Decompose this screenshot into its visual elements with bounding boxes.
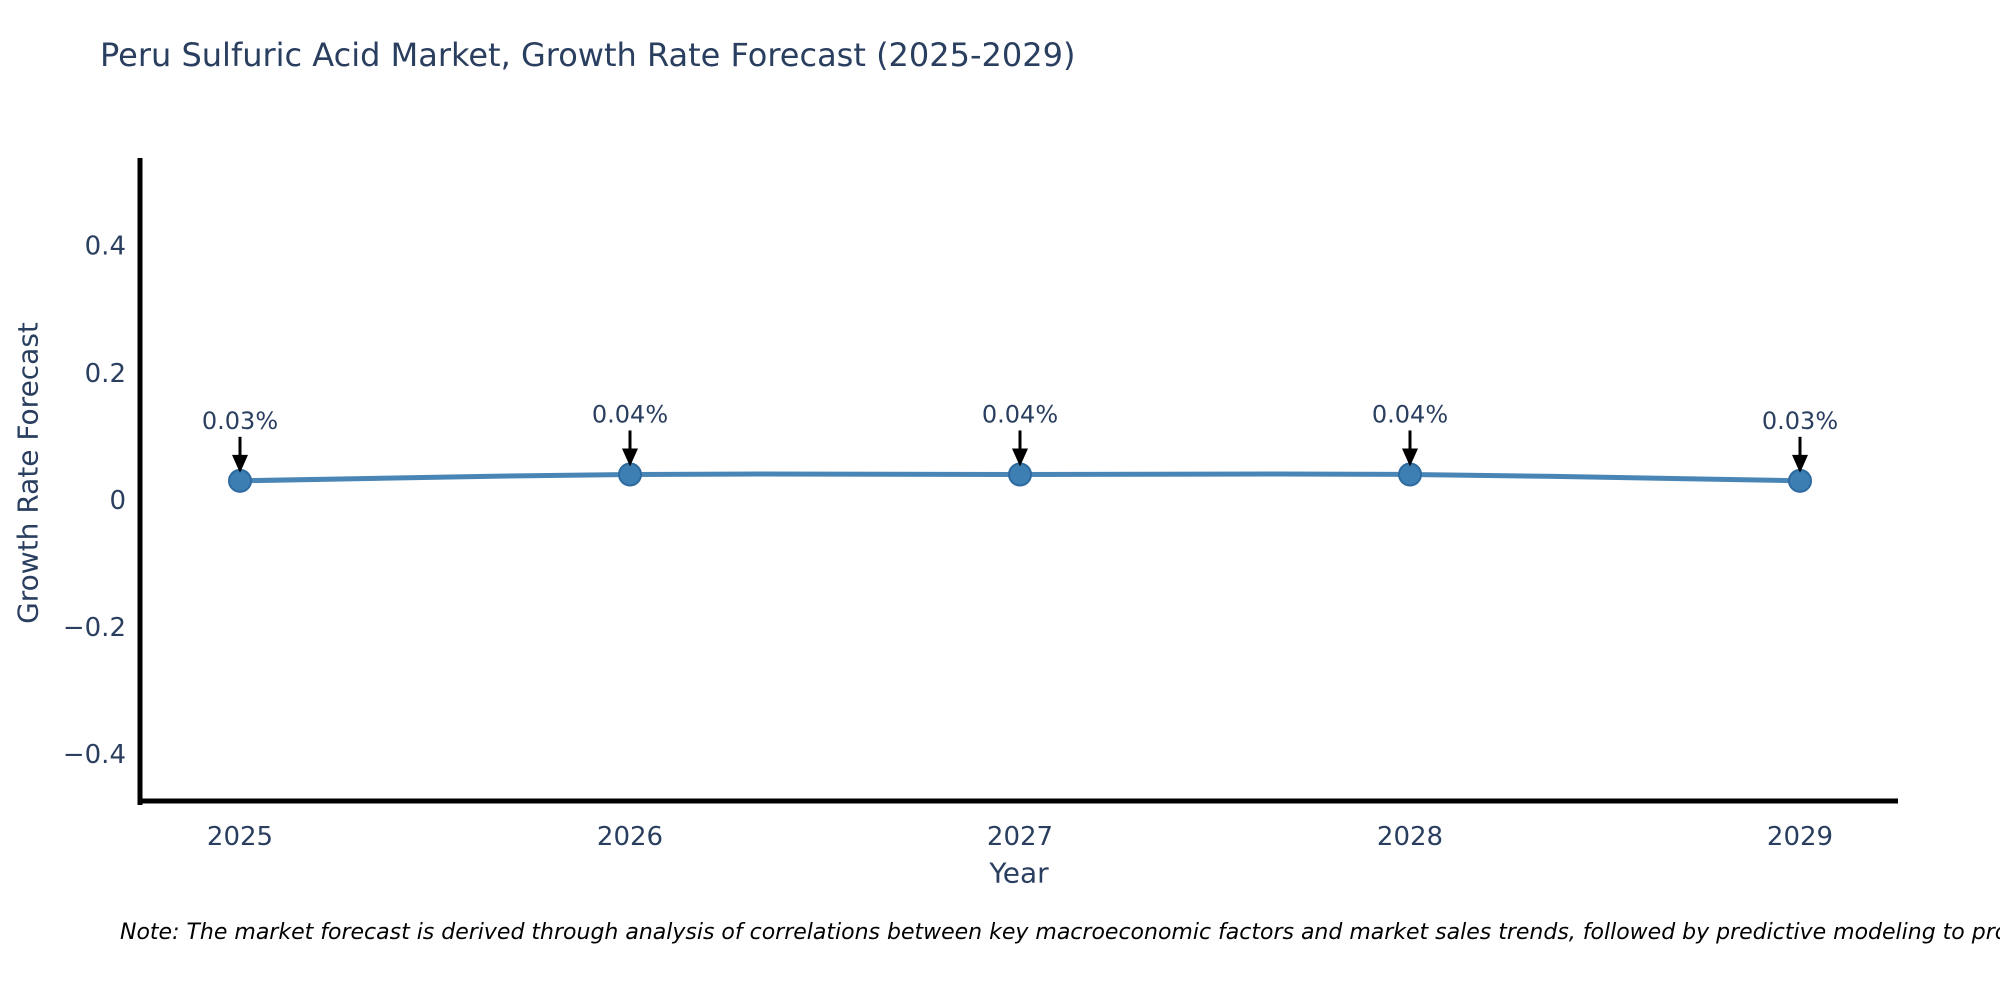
point-value-label: 0.03% bbox=[202, 407, 278, 435]
x-tick-label: 2028 bbox=[1377, 822, 1443, 852]
data-point-marker bbox=[1398, 462, 1422, 487]
x-tick-label: 2026 bbox=[597, 822, 663, 852]
annotation-arrowhead bbox=[1012, 448, 1028, 467]
point-annotations: 0.03% 0.04% 0.04% 0.04% 0.03% bbox=[202, 400, 1838, 473]
x-tick-label: 2027 bbox=[987, 822, 1053, 852]
point-value-label: 0.04% bbox=[592, 400, 668, 428]
data-point-marker bbox=[228, 468, 252, 493]
y-tick-label: 0.4 bbox=[85, 232, 126, 262]
chart-title: Peru Sulfuric Acid Market, Growth Rate F… bbox=[100, 36, 1076, 74]
annotation-arrowhead bbox=[622, 448, 638, 467]
axis-spines bbox=[137, 158, 1898, 805]
y-tick-label: −0.4 bbox=[63, 740, 126, 770]
x-tick-label: 2029 bbox=[1767, 822, 1833, 852]
data-point-marker bbox=[1008, 462, 1032, 487]
point-value-label: 0.04% bbox=[1372, 400, 1448, 428]
x-tick-label: 2025 bbox=[207, 822, 273, 852]
y-axis-tick-labels: 0.4 0.2 0 −0.2 −0.4 bbox=[63, 232, 126, 770]
y-tick-label: −0.2 bbox=[63, 613, 126, 643]
point-value-label: 0.03% bbox=[1762, 407, 1838, 435]
y-tick-label: 0 bbox=[109, 486, 126, 516]
y-tick-label: 0.2 bbox=[85, 359, 126, 389]
point-value-label: 0.04% bbox=[982, 400, 1058, 428]
data-point-marker bbox=[1788, 468, 1812, 493]
annotation-arrowhead bbox=[1792, 454, 1808, 473]
annotation-arrowhead bbox=[232, 454, 248, 473]
footnote: Note: The market forecast is derived thr… bbox=[120, 920, 2000, 945]
x-axis-tick-labels: 2025 2026 2027 2028 2029 bbox=[207, 822, 1833, 852]
data-point-marker bbox=[618, 462, 642, 487]
annotation-arrowhead bbox=[1402, 448, 1418, 467]
x-axis-title: Year bbox=[989, 856, 1049, 890]
